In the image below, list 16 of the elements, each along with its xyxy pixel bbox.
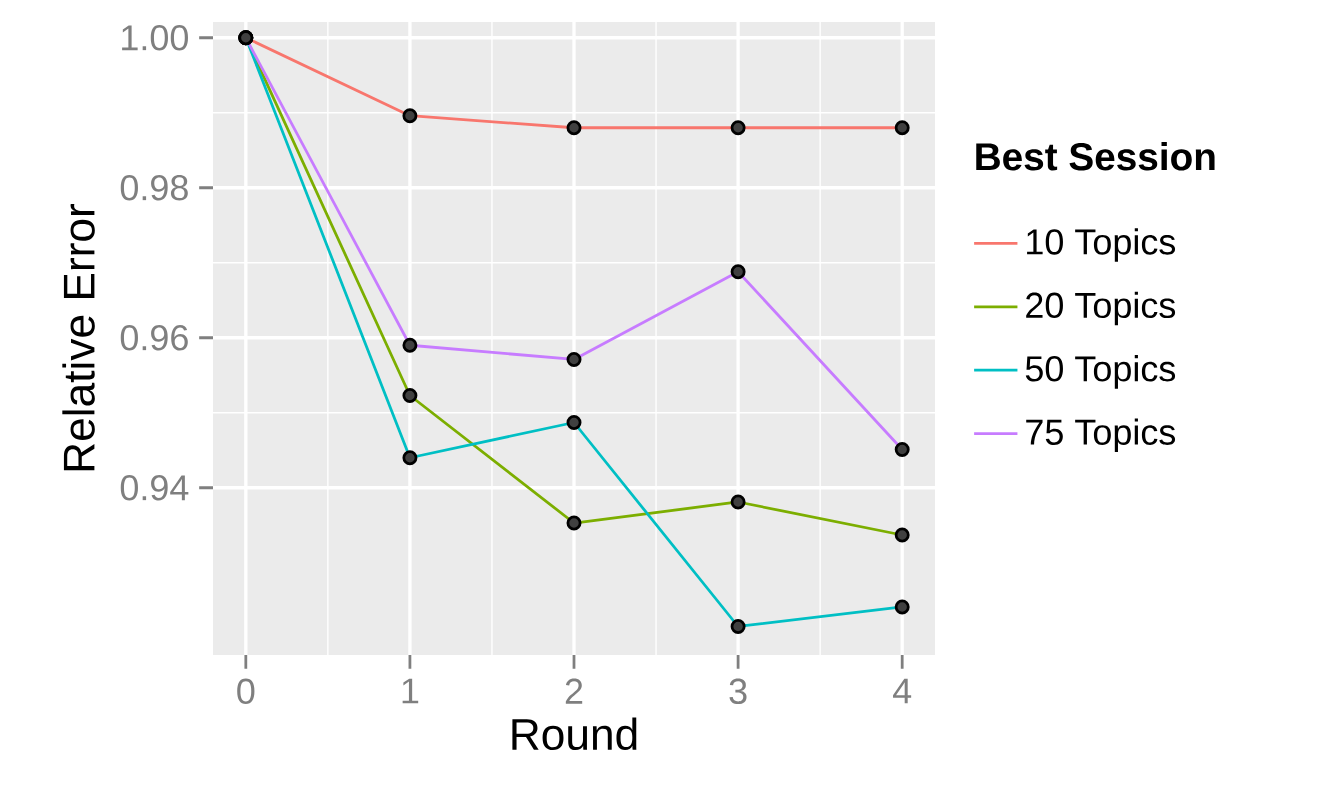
y-tick-label: 1.00 [122,25,188,51]
x-axis-title: Round [512,717,637,751]
legend-label: 10 Topics [1027,228,1176,262]
legend-label: 75 Topics [1026,418,1176,453]
x-tick-label: 2 [565,678,583,704]
y-tick-label: 0.96 [120,325,188,351]
x-tick-label: 0 [237,678,255,705]
y-axis-title: Relative Error [62,203,95,471]
x-tick-label: 3 [729,678,747,705]
legend-title: Best Session [976,142,1215,171]
legend-label: 50 Topics [1025,355,1176,389]
x-tick-label: 1 [402,678,419,704]
legend-label: 20 Topics [1026,291,1176,326]
y-tick-label: 0.94 [120,475,189,501]
x-tick-label: 4 [893,678,912,704]
y-tick-label: 0.98 [120,175,188,201]
